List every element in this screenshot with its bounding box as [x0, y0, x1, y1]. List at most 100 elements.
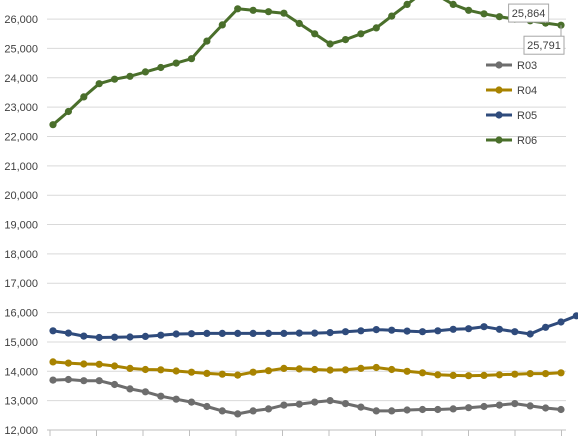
data-point	[449, 371, 457, 379]
data-point	[495, 371, 503, 379]
data-point	[480, 323, 488, 331]
y-tick-label: 16,000	[4, 308, 38, 320]
data-point	[295, 400, 303, 408]
data-point	[249, 368, 257, 376]
gridlines	[47, 18, 566, 402]
data-point	[95, 333, 103, 342]
data-point	[80, 332, 88, 340]
data-point	[172, 395, 180, 403]
y-tick-label: 13,000	[4, 396, 38, 408]
data-point	[388, 407, 396, 415]
data-point	[311, 329, 319, 337]
data-point	[403, 367, 411, 375]
y-tick-label: 15,000	[4, 337, 38, 349]
data-point	[157, 63, 165, 72]
data-labels: 25,864 25,791	[508, 3, 565, 55]
legend-marker	[495, 111, 503, 119]
data-point	[388, 365, 396, 374]
data-point	[357, 327, 365, 335]
data-point	[141, 388, 149, 396]
data-point	[295, 365, 303, 373]
data-point	[341, 328, 350, 336]
data-label-text: 25,864	[512, 8, 546, 20]
legend-marker	[495, 86, 503, 94]
data-point	[418, 328, 427, 336]
data-point	[403, 0, 411, 8]
data-point	[126, 385, 134, 393]
data-point	[372, 363, 380, 372]
data-label-box	[523, 35, 565, 55]
y-tick-label: 18,000	[4, 249, 38, 261]
legend-item-r03: R03	[486, 60, 537, 72]
data-point	[111, 75, 119, 83]
data-point	[357, 364, 365, 372]
data-point	[111, 380, 119, 389]
data-point	[280, 364, 288, 372]
data-point	[80, 93, 88, 101]
data-point	[218, 329, 226, 337]
data-point	[187, 398, 196, 406]
data-point	[434, 371, 442, 379]
data-point	[157, 366, 165, 374]
data-point	[264, 8, 273, 16]
data-point	[388, 326, 396, 334]
data-point	[203, 402, 211, 411]
data-point	[388, 12, 396, 20]
data-point	[218, 370, 226, 378]
legend-item-r04: R04	[486, 85, 537, 97]
data-point	[449, 325, 457, 333]
data-point	[418, 405, 427, 414]
data-point	[95, 377, 103, 385]
data-point	[495, 13, 503, 21]
data-point	[64, 359, 72, 367]
legend-marker	[495, 61, 503, 69]
data-point	[280, 329, 288, 337]
data-point	[187, 330, 196, 338]
data-point	[526, 370, 534, 378]
data-point	[465, 6, 473, 14]
data-point	[326, 397, 334, 405]
data-point	[311, 365, 319, 374]
series-line	[52, 0, 562, 126]
data-point	[311, 30, 319, 38]
data-point	[249, 329, 257, 337]
y-axis-tick-labels: 12,000 13,000 14,000 15,000 16,000 17,000 18,0…	[4, 14, 38, 437]
data-point	[280, 9, 288, 17]
y-tick-label: 25,000	[4, 43, 38, 55]
data-point	[80, 377, 88, 385]
data-point	[234, 371, 242, 379]
data-point	[295, 329, 303, 337]
series-line	[52, 378, 562, 416]
data-point	[326, 40, 334, 48]
y-tick-label: 19,000	[4, 220, 38, 232]
data-point	[126, 72, 134, 80]
data-point	[249, 6, 257, 14]
data-point	[264, 329, 273, 337]
data-point	[495, 401, 503, 409]
data-point	[172, 367, 180, 375]
data-point	[157, 331, 165, 339]
data-point	[449, 405, 457, 413]
series-r04	[49, 358, 565, 380]
data-point	[264, 405, 273, 413]
data-point	[357, 30, 365, 38]
series-line	[52, 360, 562, 378]
data-point	[341, 400, 350, 408]
data-point	[542, 323, 550, 331]
data-point	[495, 325, 503, 333]
data-point	[80, 360, 88, 368]
data-point	[418, 369, 427, 377]
axes	[47, 429, 566, 436]
data-point	[465, 372, 473, 380]
y-tick-label: 23,000	[4, 102, 38, 114]
data-point	[295, 19, 303, 28]
data-point	[526, 402, 534, 410]
data-point	[511, 400, 519, 408]
data-point	[311, 398, 319, 406]
series-r03	[49, 375, 565, 418]
legend-label: R04	[517, 85, 537, 97]
data-point	[64, 107, 72, 116]
data-point	[572, 312, 578, 320]
y-tick-label: 14,000	[4, 366, 38, 378]
